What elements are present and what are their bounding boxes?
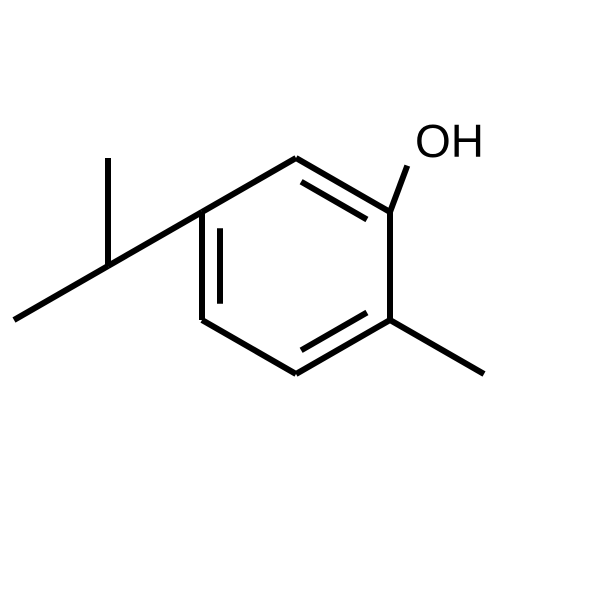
bond	[390, 320, 484, 374]
bond	[301, 312, 367, 350]
bond	[202, 320, 296, 374]
bond	[108, 212, 202, 266]
molecule-diagram: OH	[0, 0, 600, 600]
atom-label-oh: OH	[415, 115, 484, 167]
bond	[14, 266, 108, 320]
bond	[390, 166, 407, 212]
bond	[202, 158, 296, 212]
bond	[301, 182, 367, 220]
